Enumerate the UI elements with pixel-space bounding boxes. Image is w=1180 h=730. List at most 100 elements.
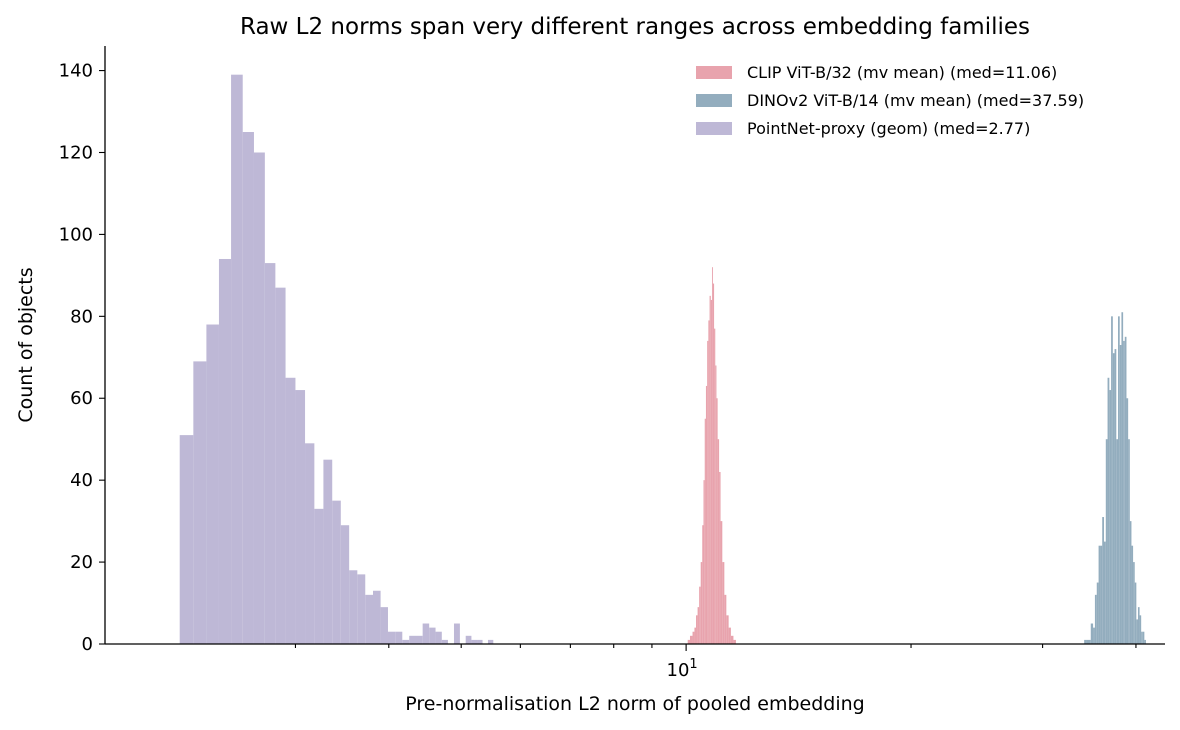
histogram-bar-series-2 xyxy=(242,132,254,644)
histogram-bar-series-1 xyxy=(1124,336,1127,644)
histogram-bar-series-2 xyxy=(231,74,243,645)
histogram-bar-series-2 xyxy=(373,590,381,644)
histogram-bar-series-0 xyxy=(728,627,731,644)
histogram-bars xyxy=(179,74,1146,645)
histogram-bar-series-1 xyxy=(1137,607,1140,644)
histogram-bar-series-0 xyxy=(694,627,697,644)
histogram-bar-series-0 xyxy=(702,525,704,644)
histogram-bar-series-0 xyxy=(687,639,690,644)
histogram-bar-series-1 xyxy=(1093,627,1095,644)
histogram-bar-series-2 xyxy=(441,639,448,644)
histogram-bar-series-1 xyxy=(1116,439,1119,644)
histogram-bar-series-1 xyxy=(1128,439,1130,644)
histogram-bar-series-0 xyxy=(710,299,712,644)
histogram-bar-series-2 xyxy=(409,635,417,644)
histogram-bar-series-2 xyxy=(380,607,388,644)
histogram-bar-series-1 xyxy=(1141,631,1143,644)
histogram-bar-series-2 xyxy=(402,639,410,644)
histogram-bar-series-0 xyxy=(699,586,701,644)
histogram-bar-series-2 xyxy=(349,570,358,644)
histogram-bar-series-1 xyxy=(1105,439,1108,644)
histogram-bar-series-0 xyxy=(705,385,708,644)
histogram-bar-series-0 xyxy=(726,615,729,644)
legend-swatch xyxy=(696,66,732,79)
histogram-bar-series-2 xyxy=(365,594,374,644)
histogram-bar-series-1 xyxy=(1121,312,1124,644)
histogram-bar-series-2 xyxy=(295,390,306,644)
histogram-bar-series-0 xyxy=(719,471,721,644)
histogram-bar-series-0 xyxy=(730,635,734,644)
histogram-bar-series-2 xyxy=(179,435,194,644)
histogram-bar-series-1 xyxy=(1090,623,1094,644)
histogram-bar-series-2 xyxy=(471,639,478,644)
y-tick-label: 40 xyxy=(70,470,93,491)
histogram-bar-series-1 xyxy=(1131,545,1134,644)
histogram-bar-series-1 xyxy=(1114,349,1117,644)
histogram-bar-series-1 xyxy=(1096,582,1099,644)
legend-label: PointNet-proxy (geom) (med=2.77) xyxy=(747,119,1030,138)
histogram-bar-series-2 xyxy=(314,508,324,644)
histogram-bar-series-1 xyxy=(1086,639,1091,644)
histogram-bar-series-2 xyxy=(477,639,483,644)
histogram-bar-series-1 xyxy=(1098,545,1101,644)
y-tick-label: 0 xyxy=(82,634,93,655)
histogram-bar-series-1 xyxy=(1094,594,1097,644)
chart-title: Raw L2 norms span very different ranges … xyxy=(240,14,1030,40)
histogram-bar-series-2 xyxy=(416,635,423,644)
histogram-bar-series-2 xyxy=(332,500,341,644)
histogram-bar-series-0 xyxy=(689,635,693,644)
histogram-bar-series-1 xyxy=(1104,541,1106,644)
legend: CLIP ViT-B/32 (mv mean) (med=11.06) DINOv… xyxy=(696,63,1084,138)
legend-label: CLIP ViT-B/32 (mv mean) (med=11.06) xyxy=(747,63,1057,82)
histogram-bar-series-0 xyxy=(709,295,711,644)
histogram-bar-series-1 xyxy=(1129,521,1132,644)
histogram-bar-series-0 xyxy=(724,594,727,644)
histogram-bar-series-1 xyxy=(1084,639,1087,644)
legend-swatch xyxy=(696,122,732,135)
histogram-bar-series-1 xyxy=(1111,316,1113,644)
histogram-bar-series-0 xyxy=(716,398,718,644)
histogram-bar-series-1 xyxy=(1144,639,1146,644)
histogram-bar-series-2 xyxy=(487,639,494,644)
histogram-bar-series-2 xyxy=(422,623,430,644)
histogram-bar-series-2 xyxy=(206,324,219,644)
y-axis-label: Count of objects xyxy=(15,267,37,422)
histogram-bar-series-1 xyxy=(1102,517,1105,644)
histogram-bar-series-0 xyxy=(720,521,723,644)
histogram-bar-series-0 xyxy=(733,639,736,644)
histogram-bar-series-2 xyxy=(193,361,207,644)
histogram-bar-series-0 xyxy=(708,320,710,644)
histogram-bar-series-1 xyxy=(1142,631,1145,644)
y-tick-label: 140 xyxy=(59,61,93,82)
y-axis-ticks: 0 20 40 60 80 100 120 140 xyxy=(59,61,105,655)
histogram-bar-series-1 xyxy=(1112,353,1115,644)
y-tick-label: 60 xyxy=(70,388,93,409)
histogram-bar-series-1 xyxy=(1107,377,1110,644)
histogram-bar-series-1 xyxy=(1134,582,1137,644)
histogram-bar-series-2 xyxy=(465,635,472,644)
y-tick-label: 80 xyxy=(70,306,93,327)
histogram-bar-series-0 xyxy=(696,615,698,644)
x-axis-label: Pre-normalisation L2 norm of pooled embe… xyxy=(405,693,864,715)
x-tick-label: 101 xyxy=(667,657,698,681)
histogram-bar-series-0 xyxy=(703,480,705,644)
histogram-bar-series-2 xyxy=(264,263,276,644)
histogram-bar-series-0 xyxy=(700,562,703,644)
histogram-bar-series-2 xyxy=(395,631,403,644)
histogram-bar-series-2 xyxy=(429,627,436,644)
histogram-bar-series-1 xyxy=(1119,345,1122,644)
x-axis-ticks: 101 xyxy=(294,644,1137,681)
histogram-bar-series-2 xyxy=(435,631,442,644)
histogram-bar-series-0 xyxy=(707,340,709,644)
histogram-bar-series-0 xyxy=(717,439,720,644)
y-tick-label: 120 xyxy=(59,142,93,163)
histogram-bar-series-1 xyxy=(1139,615,1142,644)
histogram-bar-series-0 xyxy=(711,267,713,644)
legend-label: DINOv2 ViT-B/14 (mv mean) (med=37.59) xyxy=(747,91,1084,110)
histogram-bar-series-2 xyxy=(218,258,232,644)
histogram-bar-series-2 xyxy=(253,152,265,645)
histogram-bar-series-2 xyxy=(323,459,333,644)
histogram-bar-series-1 xyxy=(1126,398,1129,644)
histogram-bar-series-0 xyxy=(722,562,725,644)
